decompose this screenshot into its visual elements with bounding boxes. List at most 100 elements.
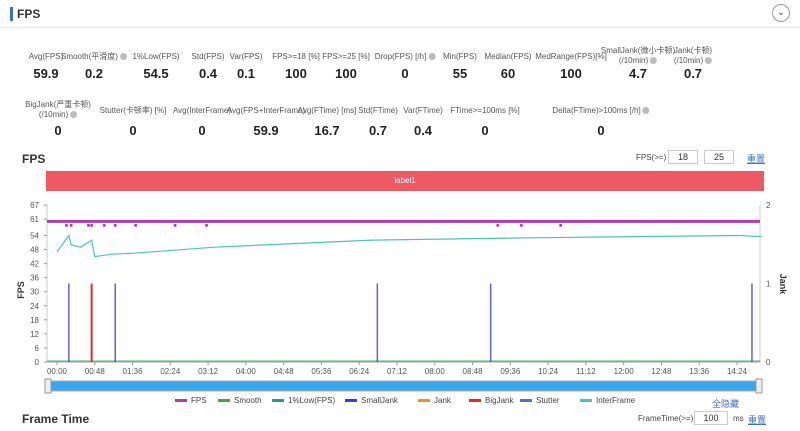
slider-handle-right[interactable] — [755, 378, 763, 394]
fps-dip-point — [90, 223, 94, 227]
frame-time-title: Frame Time — [22, 412, 90, 426]
stat-value: 0.1 — [236, 66, 256, 81]
legend-item-jank[interactable]: Jank — [418, 396, 451, 405]
legend-label: FPS — [191, 396, 207, 405]
legend-item-smooth[interactable]: Smooth — [218, 396, 262, 405]
y-tick-label: 6 — [35, 344, 40, 353]
y2-tick-label: 1 — [766, 280, 771, 289]
x-tick-label: 00:00 — [47, 367, 68, 376]
fps-reset-button[interactable]: 重置 — [747, 154, 766, 164]
stat-value: 0 — [198, 123, 206, 138]
fps-threshold-2-input[interactable]: 25 — [704, 150, 734, 164]
title-accent — [10, 7, 13, 21]
legend-swatch — [520, 399, 532, 402]
y-tick-label: 67 — [30, 201, 39, 210]
y-tick-label: 18 — [30, 316, 39, 325]
stat-label-text: BigJank(严重卡顿) — [25, 100, 91, 109]
stat-label: FPS>=25 [%] — [322, 52, 370, 62]
time-range-slider[interactable] — [46, 380, 761, 392]
legend-label: SmallJank — [361, 396, 398, 405]
fps-dip-point — [86, 223, 90, 227]
x-tick-label: 12:48 — [651, 367, 672, 376]
stat-label-unit: (/10min) — [618, 56, 649, 65]
stat-label-text: FTime>=100ms [%] — [450, 106, 520, 115]
legend-label: Jank — [434, 396, 451, 405]
stat-label-text: Var(FTime) — [403, 106, 443, 115]
stat-label-text: Avg(FPS) — [28, 52, 64, 61]
stat-label: Std(FTime) — [358, 106, 398, 116]
stat-value: 0.4 — [413, 123, 433, 138]
frametime-reset-button[interactable]: 重置 — [748, 415, 767, 425]
info-icon[interactable] — [705, 57, 713, 65]
slider-handle-left[interactable] — [44, 378, 52, 394]
legend-swatch — [469, 399, 481, 402]
stat-label-text: Avg(InterFrame) — [172, 106, 232, 115]
stat-value: 0.4 — [198, 66, 218, 81]
y2-tick-label: 2 — [766, 201, 771, 210]
y-axis-label: FPS — [16, 281, 26, 299]
stat-label: Smooth(平滑度) — [61, 52, 127, 62]
fps-dip-point — [134, 223, 138, 227]
stat-label: Avg(FPS) — [29, 52, 64, 62]
stat-label-unit: (/10min) — [673, 56, 704, 65]
info-icon[interactable] — [70, 111, 78, 119]
stat-label-text: SmallJank(微小卡顿) — [600, 46, 676, 55]
legend-label: InterFrame — [596, 396, 636, 405]
interframe-series — [56, 234, 762, 258]
stat-value: 59.9 — [253, 123, 279, 138]
stat-label: Avg(FPS+InterFrame) — [227, 106, 305, 116]
x-tick-label: 08:00 — [425, 367, 446, 376]
frametime-threshold-input[interactable]: 100 — [694, 411, 728, 425]
stat-label-text: Jank(卡顿) — [673, 46, 713, 55]
fps-dip-point — [102, 223, 106, 227]
legend-item-fps[interactable]: FPS — [175, 396, 207, 405]
stat-value: 0.7 — [683, 66, 703, 81]
legend-item-interframe[interactable]: InterFrame — [580, 396, 635, 405]
stat-label: Stutter(卡顿率) [%] — [100, 106, 167, 116]
y2-axis-label: Jank — [778, 274, 788, 296]
legend-item-1lowfps[interactable]: 1%Low(FPS) — [272, 396, 335, 405]
stat-label-text: Avg(FTime) [ms] — [297, 106, 357, 115]
fps-dip-point — [205, 223, 209, 227]
stat-label: Var(FPS) — [230, 52, 263, 62]
y2-tick-label: 0 — [766, 358, 771, 367]
info-icon[interactable] — [119, 53, 127, 61]
x-tick-label: 04:48 — [274, 367, 295, 376]
y-tick-label: 0 — [35, 358, 40, 367]
chevron-down-icon[interactable]: ⌄ — [772, 4, 790, 22]
x-tick-label: 00:48 — [85, 367, 106, 376]
info-icon[interactable] — [650, 57, 658, 65]
fps-panel-header: FPS ⌄ — [0, 0, 800, 28]
stat-label: Std(FPS) — [192, 52, 225, 62]
info-icon[interactable] — [428, 53, 436, 61]
fps-threshold-1-input[interactable]: 18 — [668, 150, 698, 164]
x-tick-label: 12:00 — [614, 367, 635, 376]
stat-value: 0.2 — [84, 66, 104, 81]
stat-label: Var(FTime) — [403, 106, 443, 116]
stat-value: 100 — [285, 66, 307, 81]
stat-label-text: 1%Low(FPS) — [132, 52, 180, 61]
info-icon[interactable] — [642, 107, 650, 115]
label-bar[interactable]: label1 — [46, 171, 764, 191]
legend-swatch — [218, 399, 230, 402]
stat-value: 0 — [129, 123, 137, 138]
stat-value: 100 — [560, 66, 582, 81]
fps-dip-point — [69, 223, 73, 227]
hide-all-button[interactable]: 全隐藏 — [712, 399, 740, 409]
legend-item-smalljank[interactable]: SmallJank — [345, 396, 398, 405]
legend-item-bigjank[interactable]: BigJank — [469, 396, 513, 405]
legend-item-stutter[interactable]: Stutter — [520, 396, 560, 405]
fps-dip-point — [496, 223, 500, 227]
fps-dip-point — [519, 223, 523, 227]
stat-label-text: Delta(FTime)>100ms [/h] — [552, 106, 641, 115]
y-tick-label: 36 — [30, 274, 39, 283]
stat-label-text: Avg(FPS+InterFrame) — [226, 106, 306, 115]
x-tick-label: 08:48 — [463, 367, 484, 376]
stat-label: Jank(卡顿) (/10min) — [673, 46, 713, 66]
stat-label: FTime>=100ms [%] — [450, 106, 520, 116]
stat-value: 0 — [401, 66, 409, 81]
stat-label-text: Median(FPS) — [484, 52, 532, 61]
fps-threshold-label: FPS(>=) — [636, 153, 667, 162]
stat-label-text: Min(FPS) — [443, 52, 477, 61]
